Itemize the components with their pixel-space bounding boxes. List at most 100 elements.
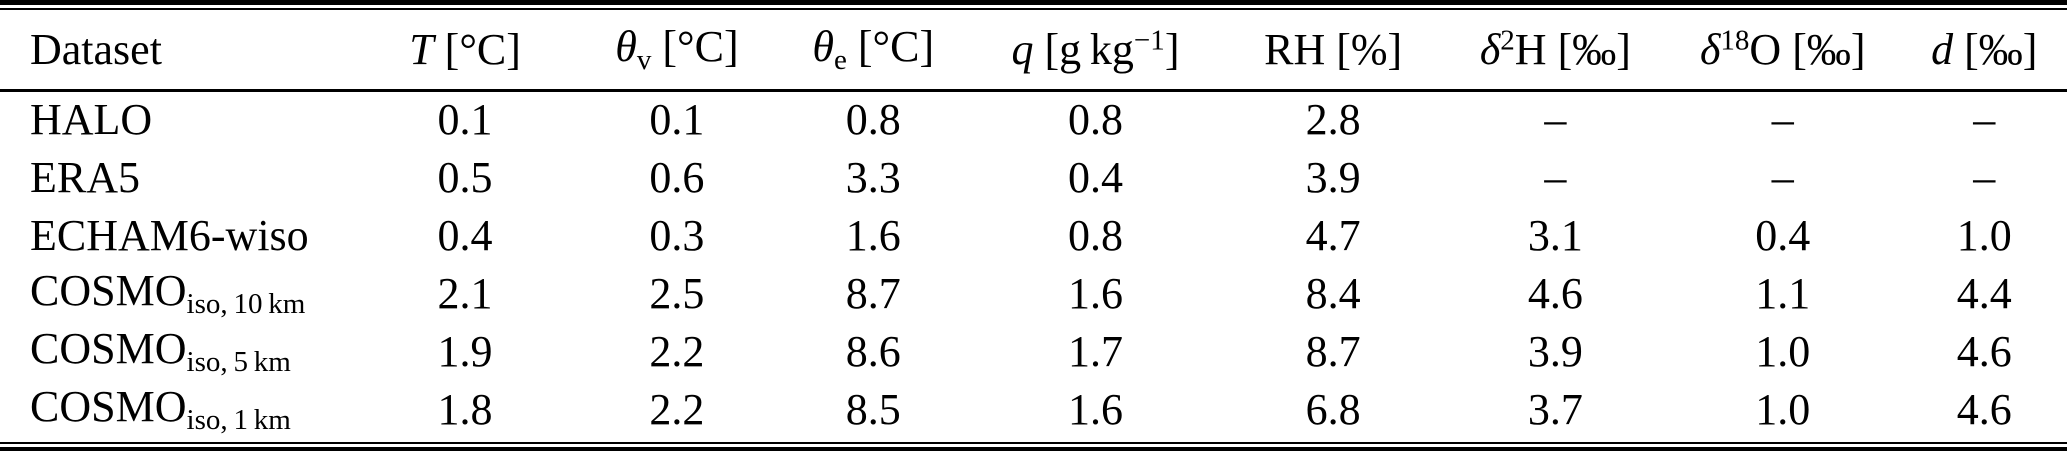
value-cell-theta-v: 0.3 [649, 210, 705, 260]
value-cell-delta-2h: 3.7 [1527, 384, 1583, 434]
value-cell-relative-humidity: 6.8 [1305, 384, 1361, 434]
value-cell-theta-e: 1.6 [845, 210, 901, 260]
text-run: 2 [1500, 24, 1515, 57]
table-row: ERA5 0.5 0.6 3.3 0.4 3.9 – – – [0, 148, 2067, 206]
value-cell-theta-e: 3.3 [845, 152, 901, 202]
value-cell-delta-18o: 1.0 [1755, 384, 1811, 434]
value-cell-delta-18o: 0.4 [1755, 210, 1811, 260]
value-cell-delta-2h: – [1544, 95, 1567, 145]
value-cell-delta-2h: 3.1 [1527, 210, 1583, 260]
column-header-d-excess: d [‰] [1901, 10, 2067, 92]
text-run: [°C] [846, 22, 935, 72]
text-run: 18 [1720, 24, 1750, 57]
dataset-statistics-table: Dataset T [°C] θv [°C] θe [°C] q [g kg−1] RH … [0, 10, 2067, 438]
value-cell-d-excess: 4.6 [1956, 384, 2012, 434]
text-run: RH [%] [1264, 24, 1403, 74]
value-cell-theta-v: 0.1 [649, 95, 705, 145]
value-cell-relative-humidity: 4.7 [1305, 210, 1361, 260]
value-cell-d-excess: 4.4 [1956, 268, 2012, 318]
text-run: HALO [30, 95, 153, 145]
value-cell-temperature: 1.8 [437, 384, 493, 434]
value-cell-theta-e: 8.5 [845, 384, 901, 434]
value-cell-d-excess: 4.6 [1956, 326, 2012, 376]
table-row: HALO 0.1 0.1 0.8 0.8 2.8 – – – [0, 90, 2067, 148]
value-cell-specific-humidity: 0.8 [1067, 210, 1123, 260]
text-run: ERA5 [30, 152, 140, 202]
text-run: T [409, 24, 434, 74]
value-cell-relative-humidity: 8.4 [1305, 268, 1361, 318]
text-run: q [1011, 24, 1034, 74]
value-cell-relative-humidity: 2.8 [1305, 95, 1361, 145]
text-run: ] [1164, 24, 1180, 74]
value-cell-specific-humidity: 0.8 [1067, 95, 1123, 145]
value-cell-temperature: 0.4 [437, 210, 493, 260]
column-header-theta-e: θe [°C] [775, 10, 972, 92]
table-top-rule [0, 0, 2067, 10]
value-cell-specific-humidity: 1.7 [1067, 326, 1123, 376]
value-cell-delta-2h: 4.6 [1527, 268, 1583, 318]
text-run: [g kg [1033, 24, 1134, 74]
value-cell-theta-e: 8.6 [845, 326, 901, 376]
text-run: COSMO [30, 381, 187, 431]
value-cell-theta-v: 2.2 [649, 384, 705, 434]
column-header-temperature: T [°C] [351, 10, 579, 92]
text-run: iso, 10 km [186, 288, 306, 321]
dataset-label: HALO [0, 90, 351, 148]
value-cell-theta-e: 0.8 [845, 95, 901, 145]
value-cell-delta-2h: 3.9 [1527, 326, 1583, 376]
value-cell-theta-v: 2.2 [649, 326, 705, 376]
value-cell-relative-humidity: 8.7 [1305, 326, 1361, 376]
text-run: Dataset [30, 24, 162, 74]
value-cell-specific-humidity: 1.6 [1067, 268, 1123, 318]
value-cell-specific-humidity: 1.6 [1067, 384, 1123, 434]
value-cell-delta-18o: 1.1 [1755, 268, 1811, 318]
table-row: COSMOiso, 5 km 1.9 2.2 8.6 1.7 8.7 3.9 1.0 4.6 [0, 322, 2067, 380]
column-header-delta-18o: δ18O [‰] [1663, 10, 1902, 92]
text-run: −1 [1133, 24, 1165, 57]
value-cell-theta-e: 8.7 [845, 268, 901, 318]
dataset-label: COSMOiso, 10 km [0, 264, 351, 322]
table-bottom-rule [0, 442, 2067, 451]
text-run: θ [615, 22, 637, 72]
text-run: θ [812, 22, 835, 72]
value-cell-delta-18o: – [1771, 95, 1794, 145]
table-header: Dataset T [°C] θv [°C] θe [°C] q [g kg−1] RH … [0, 10, 2067, 92]
dataset-label: COSMOiso, 1 km [0, 380, 351, 438]
column-header-dataset: Dataset [0, 10, 352, 92]
text-run: [‰] [1953, 24, 2038, 74]
value-cell-delta-18o: 1.0 [1755, 326, 1811, 376]
value-cell-d-excess: – [1973, 95, 1996, 145]
table-body: HALO 0.1 0.1 0.8 0.8 2.8 – – – ERA5 0.5 0.6 3.3 0.4 3.… [0, 90, 2067, 438]
value-cell-relative-humidity: 3.9 [1305, 152, 1361, 202]
text-run: ECHAM6-wiso [30, 210, 309, 260]
value-cell-specific-humidity: 0.4 [1067, 152, 1123, 202]
text-run: O [‰] [1749, 24, 1866, 74]
value-cell-theta-v: 0.6 [649, 152, 705, 202]
dataset-label: ERA5 [0, 148, 351, 206]
text-run: COSMO [30, 323, 187, 373]
table-row: ECHAM6-wiso 0.4 0.3 1.6 0.8 4.7 3.1 0.4 1.0 [0, 206, 2067, 264]
text-run: d [1931, 24, 1954, 74]
value-cell-temperature: 0.5 [437, 152, 493, 202]
column-header-delta-2h: δ2H [‰] [1446, 10, 1664, 92]
value-cell-temperature: 0.1 [437, 95, 493, 145]
dataset-label: ECHAM6-wiso [0, 206, 351, 264]
text-run: [°C] [433, 24, 521, 74]
table-header-row: Dataset T [°C] θv [°C] θe [°C] q [g kg−1] RH … [0, 10, 2067, 92]
text-run: v [636, 44, 652, 77]
column-header-specific-humidity: q [g kg−1] [971, 10, 1220, 92]
value-cell-delta-2h: – [1544, 152, 1567, 202]
text-run: H [‰] [1514, 24, 1631, 74]
table-row: COSMOiso, 1 km 1.8 2.2 8.5 1.6 6.8 3.7 1.0 4.6 [0, 380, 2067, 438]
text-run: δ [1699, 24, 1721, 74]
text-run: e [834, 44, 847, 77]
text-run: iso, 5 km [186, 346, 291, 379]
value-cell-d-excess: 1.0 [1956, 210, 2012, 260]
column-header-relative-humidity: RH [%] [1219, 10, 1447, 92]
dataset-label: COSMOiso, 5 km [0, 322, 351, 380]
text-run: δ [1479, 24, 1501, 74]
value-cell-delta-18o: – [1771, 152, 1794, 202]
text-run: COSMO [30, 265, 187, 315]
value-cell-theta-v: 2.5 [649, 268, 705, 318]
value-cell-temperature: 2.1 [437, 268, 493, 318]
